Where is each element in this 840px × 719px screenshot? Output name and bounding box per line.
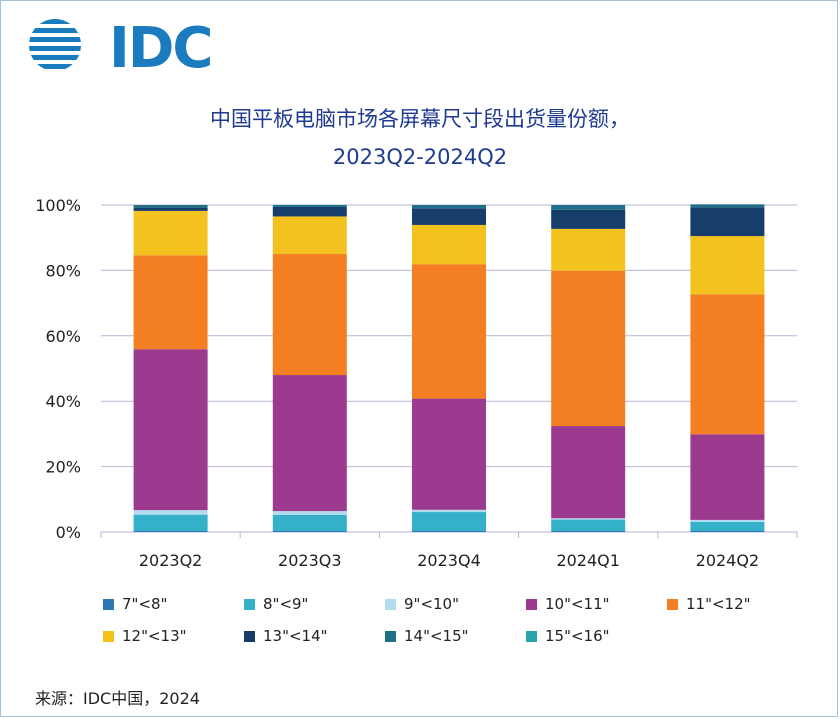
legend-swatch	[244, 598, 255, 610]
legend-swatch	[526, 630, 537, 642]
legend-label: 13"<14"	[263, 627, 328, 645]
bar-segment	[272, 511, 347, 515]
bar-segment	[690, 519, 765, 522]
legend-swatch	[103, 630, 114, 642]
globe-icon	[29, 19, 81, 69]
bar-segment	[412, 205, 486, 209]
bar-segment	[272, 205, 347, 207]
bar-segment	[133, 510, 208, 515]
bar-segment	[690, 531, 765, 532]
legend-item: 8"<9"	[244, 594, 385, 614]
bar-segment	[690, 207, 765, 237]
y-tick-label: 0%	[56, 523, 81, 542]
legend-swatch	[667, 598, 678, 610]
bar-segment	[551, 205, 626, 210]
stacked-bar-chart: 0% 20% 40% 60% 80% 100% 2023Q2 2023Q3 2023Q4 2024…	[35, 196, 798, 570]
bar-segment	[551, 228, 626, 271]
legend-label: 7"<8"	[122, 595, 168, 613]
legend-item: 15"<16"	[526, 626, 667, 646]
bar-segment	[133, 531, 208, 532]
bar-segment	[690, 434, 765, 520]
legend-label: 11"<12"	[686, 595, 751, 613]
bar-segment	[551, 270, 626, 427]
legend-swatch	[244, 630, 255, 642]
bar-segment	[551, 531, 626, 532]
legend-swatch	[385, 630, 396, 642]
bar-segment	[551, 426, 626, 519]
chart-title: 中国平板电脑市场各屏幕尺寸段出货量份额，	[210, 107, 630, 131]
legend-swatch	[103, 598, 114, 610]
chart-legend: 7"<8" 8"<9" 9"<10" 10"<11" 11"<12" 12"<13" 13"…	[103, 594, 803, 646]
idc-logo: IDC	[25, 13, 213, 79]
bar-segment	[551, 518, 626, 520]
legend-swatch	[385, 598, 396, 610]
bar-segment	[412, 509, 486, 513]
legend-item: 14"<15"	[385, 626, 526, 646]
bar-segment	[272, 514, 347, 532]
source-note: 来源：IDC中国，2024	[35, 689, 200, 708]
legend-item: 10"<11"	[526, 594, 667, 614]
bar-segment	[412, 398, 486, 510]
y-tick-label: 80%	[45, 261, 81, 280]
legend-label: 12"<13"	[122, 627, 187, 645]
legend-item: 13"<14"	[244, 626, 385, 646]
legend-label: 9"<10"	[404, 595, 459, 613]
legend-swatch	[526, 598, 537, 610]
x-tick-label: 2023Q4	[417, 551, 481, 570]
bar-segment	[133, 255, 208, 350]
legend-item: 11"<12"	[667, 594, 808, 614]
legend-label: 10"<11"	[545, 595, 610, 613]
legend-label: 14"<15"	[404, 627, 469, 645]
bar-segment	[133, 349, 208, 511]
legend-item: 7"<8"	[103, 594, 244, 614]
x-tick-label: 2024Q1	[556, 551, 620, 570]
bar-segment	[690, 294, 765, 435]
bar-segment	[272, 531, 347, 532]
bar-segment	[551, 209, 626, 229]
bar-segment	[690, 204, 765, 208]
y-tick-label: 100%	[35, 196, 81, 215]
x-tick-label: 2024Q2	[696, 551, 760, 570]
bar-segment	[133, 210, 208, 256]
bar-segment	[133, 514, 208, 532]
bar-segment	[272, 375, 347, 512]
bar-segment	[272, 216, 347, 255]
y-tick-label: 60%	[45, 327, 81, 346]
y-tick-label: 20%	[45, 458, 81, 477]
bar-segment	[412, 264, 486, 399]
bar-segment	[412, 512, 486, 532]
bar-segment	[272, 206, 347, 217]
chart-subtitle: 2023Q2-2024Q2	[332, 145, 508, 169]
legend-item: 12"<13"	[103, 626, 244, 646]
bar-segment	[690, 236, 765, 295]
bar-segment	[412, 208, 486, 225]
logo-text: IDC	[109, 16, 213, 81]
y-tick-label: 40%	[45, 392, 81, 411]
x-tick-label: 2023Q2	[139, 551, 203, 570]
legend-item: 9"<10"	[385, 594, 526, 614]
legend-label: 8"<9"	[263, 595, 309, 613]
bar-segment	[133, 207, 208, 211]
bar-segment	[690, 521, 765, 532]
bar-segment	[551, 519, 626, 532]
x-tick-label: 2023Q3	[278, 551, 342, 570]
legend-label: 15"<16"	[545, 627, 610, 645]
bar-segment	[133, 205, 208, 208]
bar-segment	[412, 531, 486, 532]
bar-segment	[412, 224, 486, 265]
bar-segment	[272, 254, 347, 376]
